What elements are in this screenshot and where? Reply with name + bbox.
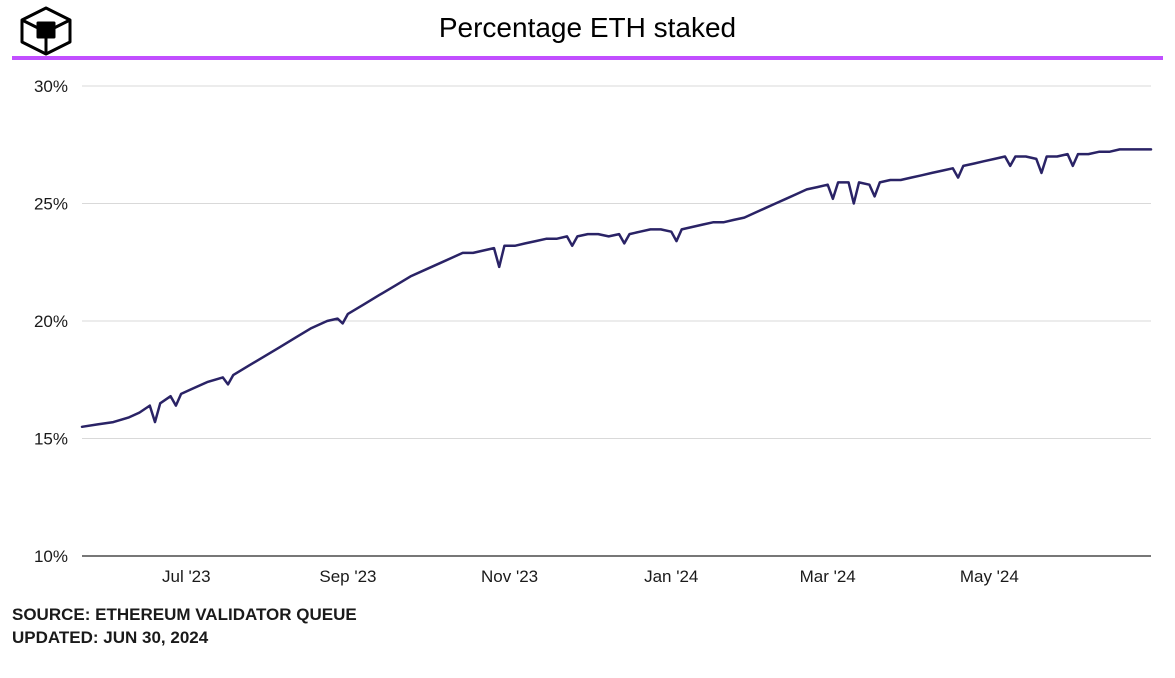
- svg-text:20%: 20%: [34, 312, 68, 331]
- svg-text:May '24: May '24: [960, 567, 1019, 586]
- line-chart: 10% 15% 20% 25% 30% Jul '23 Sep '23 Nov '23 Jan …: [18, 68, 1163, 598]
- svg-text:10%: 10%: [34, 547, 68, 566]
- brand-logo-icon: [18, 6, 74, 61]
- chart-title: Percentage ETH staked: [439, 12, 736, 44]
- svg-text:Sep '23: Sep '23: [319, 567, 376, 586]
- source-label: SOURCE: ETHEREUM VALIDATOR QUEUE: [12, 604, 1163, 627]
- updated-label: UPDATED: JUN 30, 2024: [12, 627, 1163, 650]
- svg-text:Mar '24: Mar '24: [800, 567, 856, 586]
- svg-text:15%: 15%: [34, 430, 68, 449]
- svg-text:25%: 25%: [34, 195, 68, 214]
- svg-text:Jan '24: Jan '24: [644, 567, 698, 586]
- accent-divider: [12, 56, 1163, 60]
- svg-text:30%: 30%: [34, 77, 68, 96]
- svg-text:Nov '23: Nov '23: [481, 567, 538, 586]
- svg-text:Jul '23: Jul '23: [162, 567, 211, 586]
